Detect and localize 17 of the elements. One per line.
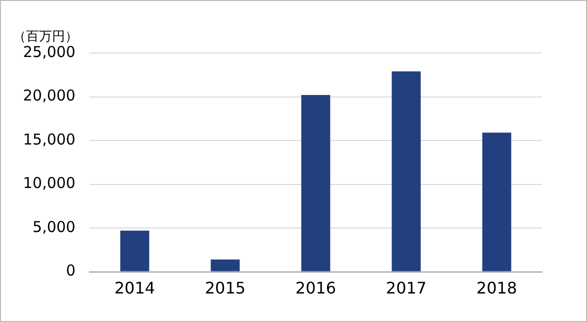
bar (120, 230, 150, 272)
y-tick-label: 25,000 (22, 42, 76, 61)
x-tick-label: 2018 (476, 278, 518, 298)
y-tick-label: 0 (66, 262, 76, 280)
y-tick-label: 10,000 (22, 174, 76, 192)
y-axis-title: （百万円） (13, 29, 78, 44)
bar (482, 132, 512, 272)
x-tick-label: 2017 (386, 278, 427, 298)
x-tick-label: 2015 (204, 278, 246, 298)
x-tick-label: 2016 (295, 278, 336, 298)
y-tick-label: 20,000 (22, 86, 76, 105)
bar (210, 260, 240, 272)
bar (301, 95, 330, 272)
y-tick-label: 15,000 (22, 130, 76, 148)
x-tick-label: 2014 (114, 278, 156, 298)
bar (392, 71, 421, 272)
y-tick-label: 5,000 (32, 218, 76, 236)
